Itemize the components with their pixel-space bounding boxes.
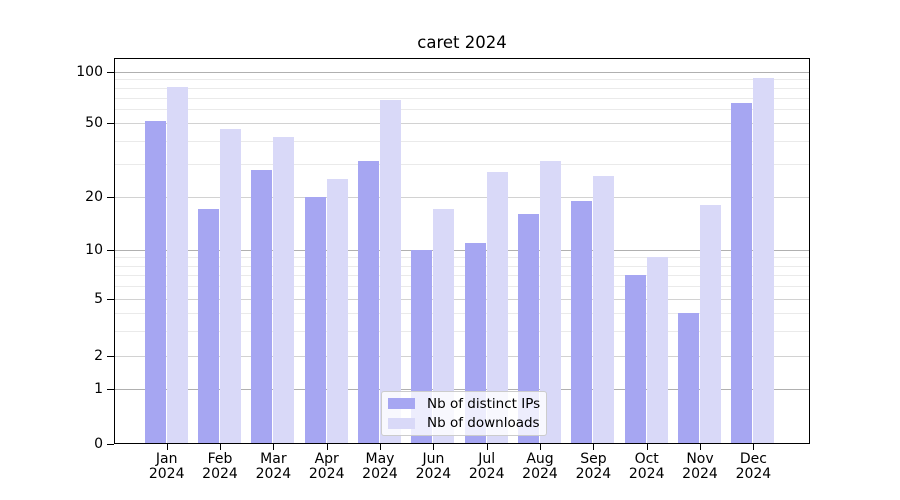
year-label: 2024	[628, 466, 665, 482]
x-tick-mark	[433, 444, 435, 450]
year-label: 2024	[308, 466, 345, 482]
year-label: 2024	[255, 466, 292, 482]
month-label: Jul	[478, 451, 496, 467]
year-label: 2024	[575, 466, 612, 482]
month-label: May	[365, 451, 395, 467]
plot-area	[114, 58, 810, 444]
x-tick-label: Nov 2024	[672, 452, 728, 482]
x-tick-label: Feb 2024	[192, 452, 248, 482]
legend-label-downloads: Nb of downloads	[427, 415, 540, 432]
x-tick-mark	[166, 444, 168, 450]
y-tick-label: 0	[94, 436, 103, 452]
month-label: Dec	[739, 451, 767, 467]
x-tick-mark	[220, 444, 221, 450]
y-tick-mark	[107, 250, 114, 251]
y-tick-mark	[107, 444, 114, 445]
x-tick-label: Jan 2024	[139, 452, 195, 482]
y-tick-mark	[107, 299, 114, 300]
y-tick-mark	[107, 389, 114, 391]
year-label: 2024	[148, 466, 185, 482]
x-tick-label: Jun 2024	[405, 452, 461, 482]
x-tick-label: May 2024	[352, 452, 408, 482]
y-tick-label: 10	[85, 242, 103, 258]
year-label: 2024	[468, 466, 505, 482]
year-label: 2024	[202, 466, 238, 482]
year-label: 2024	[735, 466, 772, 482]
y-tick-label: 5	[94, 291, 103, 307]
x-tick-mark	[753, 444, 755, 450]
legend-row-distinct-ips: Nb of distinct IPs	[386, 394, 542, 413]
month-label: Feb	[207, 451, 233, 467]
chart-title: caret 2024	[417, 33, 507, 52]
x-tick-mark	[326, 444, 328, 450]
legend-row-downloads: Nb of downloads	[386, 414, 542, 433]
x-tick-label: Sep 2024	[565, 452, 621, 482]
y-tick-label: 1	[94, 381, 103, 398]
x-tick-label: Jul 2024	[459, 452, 515, 482]
year-label: 2024	[522, 466, 558, 482]
x-tick-label: Oct 2024	[619, 452, 675, 482]
year-label: 2024	[362, 466, 398, 482]
month-label: Jun	[422, 451, 445, 467]
x-tick-mark	[700, 444, 701, 450]
month-label: Oct	[634, 451, 659, 467]
y-tick-label: 20	[85, 188, 103, 205]
x-tick-mark	[646, 444, 648, 450]
legend: Nb of distinct IPs Nb of downloads	[381, 391, 547, 436]
month-label: Aug	[526, 451, 554, 467]
y-tick-label: 2	[94, 347, 103, 364]
x-tick-label: Mar 2024	[245, 452, 301, 482]
x-tick-mark	[593, 444, 595, 450]
y-tick-mark	[107, 196, 114, 198]
month-label: Sep	[580, 451, 607, 467]
legend-swatch-downloads	[388, 417, 415, 429]
y-tick-label: 50	[85, 114, 103, 131]
y-tick-mark	[107, 122, 114, 124]
year-label: 2024	[682, 466, 718, 482]
x-tick-mark	[486, 444, 488, 450]
year-label: 2024	[415, 466, 452, 482]
x-tick-mark	[540, 444, 541, 450]
month-label: Apr	[314, 451, 339, 467]
y-tick-label: 100	[76, 63, 103, 80]
month-label: Mar	[260, 451, 287, 467]
x-tick-mark	[273, 444, 275, 450]
x-tick-label: Apr 2024	[299, 452, 355, 482]
legend-label-distinct-ips: Nb of distinct IPs	[427, 395, 541, 412]
y-tick-mark	[107, 71, 114, 73]
month-label: Jan	[155, 451, 178, 467]
x-tick-mark	[380, 444, 381, 450]
x-tick-label: Dec 2024	[725, 452, 781, 482]
month-label: Nov	[686, 451, 714, 467]
legend-swatch-distinct-ips	[388, 398, 415, 410]
y-tick-mark	[107, 355, 114, 357]
x-tick-label: Aug 2024	[512, 452, 568, 482]
